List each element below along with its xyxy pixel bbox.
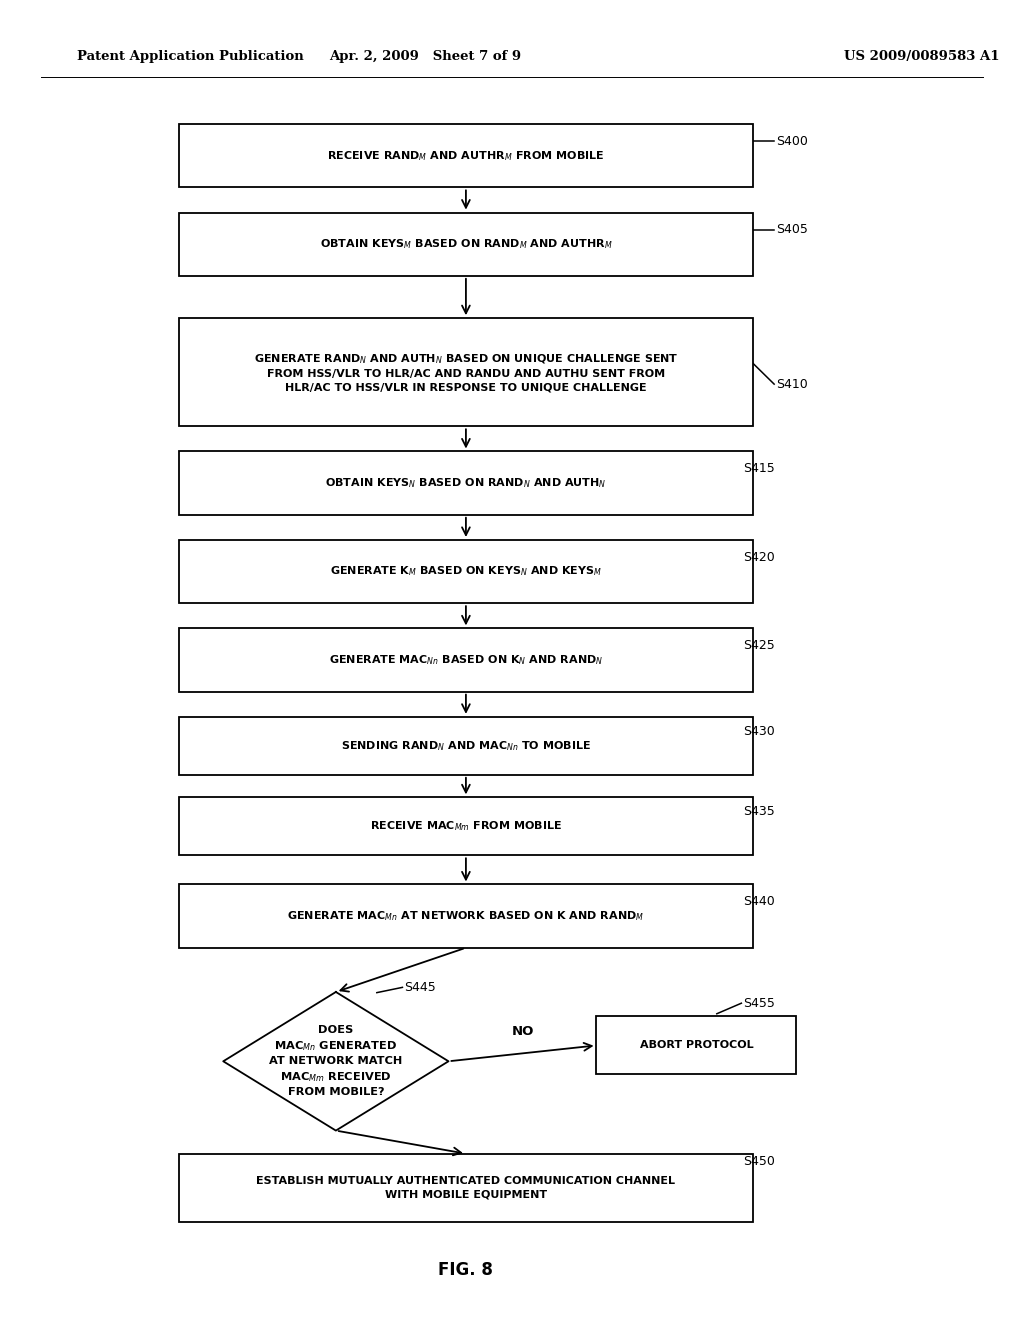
Text: OBTAIN KEYS$_N$ BASED ON RAND$_N$ AND AUTH$_N$: OBTAIN KEYS$_N$ BASED ON RAND$_N$ AND AU… — [326, 477, 606, 490]
Text: FIG. 8: FIG. 8 — [438, 1261, 494, 1279]
Text: GENERATE MAC$_{Mn}$ AT NETWORK BASED ON K AND RAND$_M$: GENERATE MAC$_{Mn}$ AT NETWORK BASED ON … — [288, 909, 644, 923]
Text: S430: S430 — [743, 725, 775, 738]
Bar — [596, 1016, 797, 1074]
Bar — [179, 124, 753, 187]
Text: ESTABLISH MUTUALLY AUTHENTICATED COMMUNICATION CHANNEL
WITH MOBILE EQUIPMENT: ESTABLISH MUTUALLY AUTHENTICATED COMMUNI… — [256, 1176, 676, 1200]
Text: S420: S420 — [743, 550, 775, 564]
Text: S440: S440 — [743, 895, 775, 908]
Text: S455: S455 — [743, 997, 775, 1010]
Text: NO: NO — [511, 1024, 534, 1038]
Bar — [179, 213, 753, 276]
Text: RECEIVE MAC$_{Mm}$ FROM MOBILE: RECEIVE MAC$_{Mm}$ FROM MOBILE — [370, 820, 562, 833]
Bar — [179, 1154, 753, 1222]
Text: S435: S435 — [743, 805, 775, 818]
Text: S415: S415 — [743, 462, 775, 475]
Text: Patent Application Publication: Patent Application Publication — [77, 50, 303, 63]
Text: DOES
MAC$_{Mn}$ GENERATED
AT NETWORK MATCH
MAC$_{Mm}$ RECEIVED
FROM MOBILE?: DOES MAC$_{Mn}$ GENERATED AT NETWORK MAT… — [269, 1026, 402, 1097]
Bar — [179, 717, 753, 775]
Text: S400: S400 — [776, 135, 808, 148]
Text: RECEIVE RAND$_M$ AND AUTHR$_M$ FROM MOBILE: RECEIVE RAND$_M$ AND AUTHR$_M$ FROM MOBI… — [327, 149, 605, 162]
Text: US 2009/0089583 A1: US 2009/0089583 A1 — [844, 50, 999, 63]
Text: S425: S425 — [743, 639, 775, 652]
Text: S445: S445 — [404, 981, 436, 994]
Bar — [179, 628, 753, 692]
Text: OBTAIN KEYS$_M$ BASED ON RAND$_M$ AND AUTHR$_M$: OBTAIN KEYS$_M$ BASED ON RAND$_M$ AND AU… — [319, 238, 612, 251]
Text: GENERATE K$_M$ BASED ON KEYS$_N$ AND KEYS$_M$: GENERATE K$_M$ BASED ON KEYS$_N$ AND KEY… — [330, 565, 602, 578]
Text: ABORT PROTOCOL: ABORT PROTOCOL — [640, 1040, 753, 1051]
Text: GENERATE RAND$_N$ AND AUTH$_N$ BASED ON UNIQUE CHALLENGE SENT
FROM HSS/VLR TO HL: GENERATE RAND$_N$ AND AUTH$_N$ BASED ON … — [254, 352, 678, 392]
Bar — [179, 451, 753, 515]
Text: Apr. 2, 2009   Sheet 7 of 9: Apr. 2, 2009 Sheet 7 of 9 — [329, 50, 521, 63]
Text: SENDING RAND$_N$ AND MAC$_{Nn}$ TO MOBILE: SENDING RAND$_N$ AND MAC$_{Nn}$ TO MOBIL… — [341, 739, 591, 752]
Bar — [179, 797, 753, 855]
Bar — [179, 318, 753, 426]
Text: S450: S450 — [743, 1155, 775, 1168]
Bar — [179, 540, 753, 603]
Text: S405: S405 — [776, 223, 808, 236]
Text: S410: S410 — [776, 378, 808, 391]
Polygon shape — [223, 993, 449, 1130]
Bar — [179, 884, 753, 948]
Text: GENERATE MAC$_{Nn}$ BASED ON K$_N$ AND RAND$_N$: GENERATE MAC$_{Nn}$ BASED ON K$_N$ AND R… — [329, 653, 603, 667]
